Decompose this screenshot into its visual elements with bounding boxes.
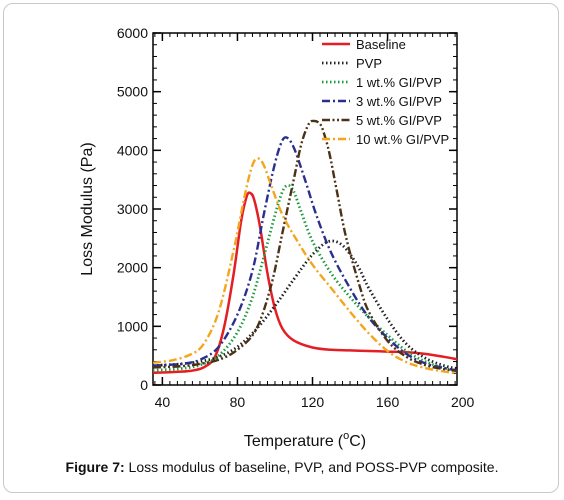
x-tick-label: 120 xyxy=(301,394,325,410)
legend-label-5: 5 wt.% GI/PVP xyxy=(356,113,442,128)
legend-label-1: Baseline xyxy=(356,37,406,52)
y-tick-label: 2000 xyxy=(117,260,148,276)
legend: Baseline PVP 1 wt.% GI/PVP 3 wt.% GI/PVP 5 w… xyxy=(322,37,449,147)
legend-label-3: 1 wt.% GI/PVP xyxy=(356,75,442,90)
x-axis-title-unit: C xyxy=(349,433,361,450)
figure-caption-text: Loss modulus of baseline, PVP, and POSS-… xyxy=(124,459,499,475)
y-tick-label: 1000 xyxy=(117,318,148,334)
x-tick-label: 40 xyxy=(155,394,171,410)
y-axis-title: Loss Modulus (Pa) xyxy=(79,142,96,275)
series-line-4 xyxy=(153,136,457,372)
series-line-2 xyxy=(153,239,457,370)
legend-label-4: 3 wt.% GI/PVP xyxy=(356,94,442,109)
x-axis-title-superscript: o xyxy=(343,430,349,442)
series-line-5 xyxy=(153,119,457,373)
x-tick-label: 160 xyxy=(376,394,400,410)
series-lines xyxy=(153,119,457,375)
series-line-6 xyxy=(153,157,457,375)
figure-caption: Figure 7: Loss modulus of baseline, PVP,… xyxy=(0,459,564,475)
legend-label-2: PVP xyxy=(356,56,382,71)
figure-caption-label: Figure 7: xyxy=(65,459,125,475)
x-tick-label: 200 xyxy=(451,394,475,410)
legend-label-6: 10 wt.% GI/PVP xyxy=(356,132,449,147)
y-tick-label: 4000 xyxy=(117,142,148,158)
x-axis-title-main: Temperature xyxy=(244,433,334,450)
plot-area xyxy=(152,32,458,386)
x-tick-label: 80 xyxy=(230,394,246,410)
series-line-3 xyxy=(153,184,457,373)
y-tick-label: 5000 xyxy=(117,84,148,100)
x-axis-title: Temperature (oC) xyxy=(244,430,366,450)
y-tick-label: 3000 xyxy=(117,201,148,217)
y-tick-label: 0 xyxy=(140,377,148,393)
y-tick-label: 6000 xyxy=(117,25,148,41)
major-ticks xyxy=(153,32,457,386)
